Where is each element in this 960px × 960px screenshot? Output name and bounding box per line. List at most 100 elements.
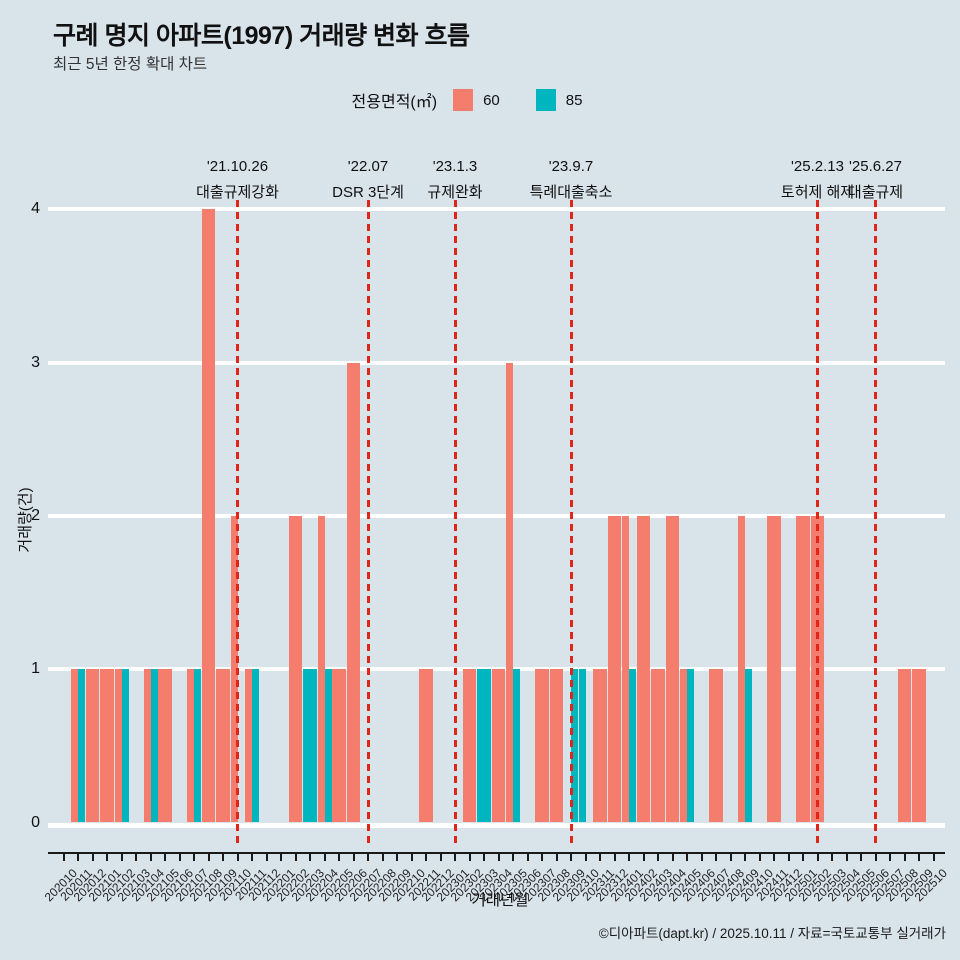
x-tick-202507 xyxy=(889,854,891,861)
x-tick-202502 xyxy=(816,854,819,861)
x-tick-202503 xyxy=(831,854,833,861)
bar-60-202304 xyxy=(491,669,506,823)
bar-85-202104 xyxy=(150,669,158,823)
legend-title: 전용면적(㎡) xyxy=(351,94,438,111)
bar-85-202305 xyxy=(513,669,520,823)
event-line-202309 xyxy=(569,200,573,848)
bar-85-202409 xyxy=(745,669,752,823)
bar-60-202401 xyxy=(622,515,629,823)
bar-85-202405 xyxy=(687,669,694,823)
x-tick-202201 xyxy=(280,854,282,861)
x-tick-202405 xyxy=(686,854,688,861)
bar-85-202107 xyxy=(194,669,201,823)
x-tick-202104 xyxy=(149,854,152,861)
bar-85-202203 xyxy=(303,669,317,823)
event-label-202110: 대출규제강화 xyxy=(196,184,279,201)
x-tick-202108 xyxy=(207,854,210,861)
x-tick-202207 xyxy=(367,854,369,861)
x-tick-202401 xyxy=(628,854,630,861)
bar-85-202011 xyxy=(78,669,85,823)
x-tick-202212 xyxy=(439,854,442,861)
event-date-202502: '25.2.13 xyxy=(791,158,844,175)
event-label-202207: DSR 3단계 xyxy=(332,184,404,201)
bar-60-202407 xyxy=(709,669,723,823)
x-tick-202402 xyxy=(642,854,645,861)
x-tick-202112 xyxy=(265,854,268,861)
bar-60-202107 xyxy=(187,669,194,823)
bar-60-202109 xyxy=(216,669,230,823)
event-label-202309: 특례대출축소 xyxy=(529,184,613,201)
x-tick-202311 xyxy=(599,854,601,861)
x-tick-202209 xyxy=(396,854,398,861)
x-tick-202205 xyxy=(338,854,340,861)
x-tick-202410 xyxy=(758,854,761,861)
bar-60-202110 xyxy=(230,515,238,823)
x-tick-202302 xyxy=(468,854,471,861)
x-tick-202203 xyxy=(309,854,311,861)
event-line-202506 xyxy=(874,200,877,848)
x-tick-202109 xyxy=(222,854,224,861)
x-tick-202307 xyxy=(541,854,543,861)
bar-60-202411 xyxy=(767,515,781,823)
bar-60-202509 xyxy=(912,669,926,823)
bar-60-202508 xyxy=(897,669,912,823)
legend-value-85: 85 xyxy=(565,91,583,109)
x-tick-202509 xyxy=(918,854,920,861)
bar-60-202409 xyxy=(738,515,745,823)
bar-60-202202 xyxy=(288,515,303,823)
bar-85-202111 xyxy=(252,669,259,823)
bar-60-202404 xyxy=(665,515,680,823)
gridline-y3 xyxy=(48,360,945,365)
event-date-202110: '21.10.26 xyxy=(206,158,269,175)
x-tick-202505 xyxy=(860,854,862,861)
page-title: 구례 명지 아파트(1997) 거래량 변화 흐름 xyxy=(53,22,470,50)
x-tick-202011 xyxy=(77,854,79,861)
bar-60-202011 xyxy=(71,669,78,823)
bar-60-202403 xyxy=(651,669,665,823)
bar-60-202308 xyxy=(549,669,564,823)
x-tick-202106 xyxy=(178,854,181,861)
bar-60-202405 xyxy=(680,669,687,823)
bar-85-202102 xyxy=(121,669,129,823)
x-tick-202012 xyxy=(91,854,94,861)
y-tick-label: 3 xyxy=(31,353,40,371)
x-tick-202111 xyxy=(251,854,253,861)
gridline-y4 xyxy=(48,207,945,212)
bar-60-202211 xyxy=(419,669,433,823)
legend-value-60: 60 xyxy=(483,91,500,109)
event-line-202110 xyxy=(236,200,239,848)
x-tick-202403 xyxy=(657,854,659,861)
x-tick-202101 xyxy=(106,854,108,861)
bar-60-202111 xyxy=(245,669,252,823)
event-line-202502 xyxy=(816,200,819,848)
bar-60-202311 xyxy=(593,669,607,823)
x-tick-202506 xyxy=(874,854,877,861)
x-tick-202412 xyxy=(787,854,790,861)
x-tick-202305 xyxy=(512,854,514,861)
legend-swatch-85 xyxy=(535,89,556,111)
x-tick-202408 xyxy=(729,854,732,861)
bar-60-202102 xyxy=(114,669,122,823)
bar-60-202204 xyxy=(317,515,325,823)
event-label-202502: 토허제 해제 xyxy=(780,184,855,201)
legend-swatch-60 xyxy=(453,89,474,111)
bar-60-202205 xyxy=(332,669,346,823)
bar-60-202305 xyxy=(506,362,513,823)
bar-85-202401 xyxy=(629,669,636,823)
x-tick-202211 xyxy=(425,854,427,861)
x-tick-202210 xyxy=(410,854,413,861)
gridline-y2 xyxy=(48,513,945,518)
x-tick-202306 xyxy=(526,854,529,861)
bar-85-202310 xyxy=(578,669,586,823)
event-date-202506: '25.6.27 xyxy=(849,158,902,175)
x-axis-line xyxy=(48,852,945,854)
x-tick-202510 xyxy=(932,854,935,861)
x-tick-202411 xyxy=(773,854,775,861)
y-tick-label: 2 xyxy=(31,506,40,524)
x-tick-202103 xyxy=(135,854,137,861)
event-date-202309: '23.9.7 xyxy=(548,158,594,175)
page-subtitle: 최근 5년 한정 확대 차트 xyxy=(53,56,208,73)
x-tick-202110 xyxy=(236,854,239,861)
x-tick-202303 xyxy=(483,854,485,861)
bar-85-202309 xyxy=(571,669,578,823)
